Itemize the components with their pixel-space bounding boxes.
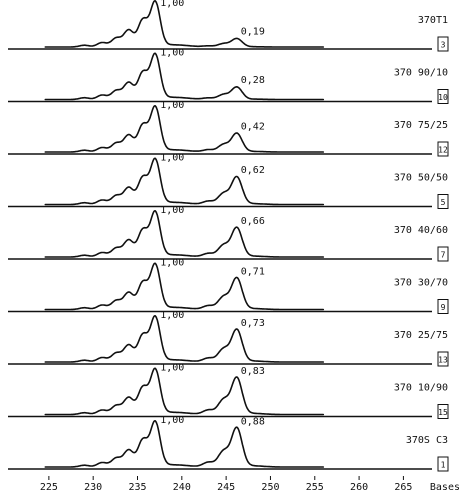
panel-number: 12 [438,146,448,155]
peak-label: 0,83 [241,366,265,377]
peak-label: 1,00 [160,205,184,216]
trace-panel: 1 370S C3 1,00 0,88 [8,415,449,472]
trace-line [44,157,325,206]
peak-label: 1,00 [160,0,184,9]
peak-label: 0,42 [241,122,265,133]
trace-panel: 3 370T1 1,00 0,19 [8,0,449,52]
panel-number: 1 [441,461,446,470]
peak-label: 1,00 [160,100,184,111]
sample-label: 370S C3 [406,435,448,446]
sample-label: 370 50/50 [394,173,448,184]
peak-label: 0,62 [241,165,265,176]
sample-label: 370 40/60 [394,225,448,236]
panel-number-box [437,456,449,472]
trace-line [44,210,325,258]
panel-number: 5 [441,198,446,207]
panel-number: 15 [438,408,448,417]
peak-label: 1,00 [160,258,184,269]
peak-label: 1,00 [160,153,184,164]
trace-panel: 12 370 75/25 1,00 0,42 [8,100,449,157]
trace-line [44,367,325,416]
trace-line [44,0,325,48]
panel-number: 10 [438,93,448,102]
trace-line [44,315,325,363]
panel-number-box [437,404,449,419]
peak-label: 1,00 [160,48,184,59]
x-tick-label: 245 [217,482,235,493]
sample-label: 370T1 [418,15,448,26]
trace-panel: 5 370 50/50 1,00 0,62 [8,153,449,209]
panel-number-box [437,89,449,104]
peak-label: 1,00 [160,310,184,321]
panel-number: 7 [441,251,446,260]
trace-panel: 9 370 30/70 1,00 0,71 [8,258,449,314]
peak-label: 0,28 [241,75,265,86]
x-tick-label: 250 [261,482,279,493]
x-tick-label: 240 [173,482,191,493]
x-tick-label: 230 [84,482,102,493]
trace-panel: 10 370 90/10 1,00 0,28 [8,48,449,104]
panel-number: 3 [441,41,446,50]
sample-label: 370 75/25 [394,120,448,131]
peak-label: 0,19 [241,27,265,38]
panel-number-box [437,246,449,262]
panel-number: 9 [441,303,446,312]
panel-number-box [437,351,449,367]
peak-label: 1,00 [160,363,184,374]
sample-label: 370 30/70 [394,278,448,289]
trace-panel: 7 370 40/60 1,00 0,66 [8,205,449,262]
sample-label: 370 25/75 [394,330,448,341]
trace-panel: 13 370 25/75 1,00 0,73 [8,310,449,367]
peak-label: 1,00 [160,415,184,426]
peak-label: 0,71 [241,266,265,277]
panel-number-box [437,299,449,314]
peak-label: 0,88 [241,416,265,427]
x-tick-label: 235 [128,482,146,493]
trace-line [44,105,325,153]
panel-number-box [437,141,449,157]
x-tick-label: 265 [394,482,412,493]
peak-label: 0,73 [241,318,265,329]
x-tick-label: 260 [350,482,368,493]
peak-label: 0,66 [241,216,265,227]
trace-line [44,420,325,468]
trace-line [44,52,325,101]
trace-line [44,262,325,311]
sample-label: 370 10/90 [394,383,448,394]
panel-number: 13 [438,356,448,365]
x-tick-label: 255 [306,482,324,493]
sample-label: 370 90/10 [394,68,448,79]
x-tick-label: 225 [40,482,58,493]
x-axis-label: Bases [430,482,460,493]
panel-number-box [437,194,449,209]
trace-panel: 15 370 10/90 1,00 0,83 [8,363,449,419]
panel-number-box [437,36,449,52]
